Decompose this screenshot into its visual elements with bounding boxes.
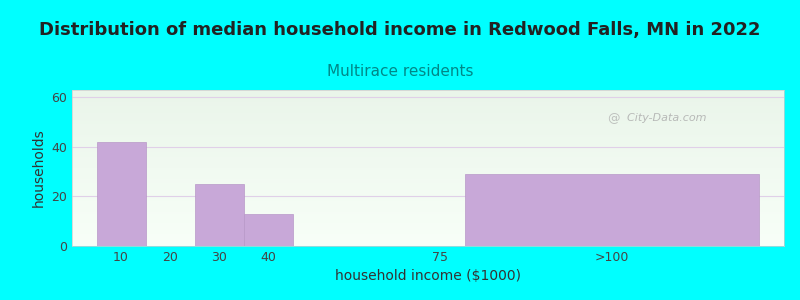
Text: Multirace residents: Multirace residents: [326, 64, 474, 80]
Bar: [194, 184, 244, 246]
Bar: [465, 174, 759, 246]
Text: City-Data.com: City-Data.com: [620, 113, 706, 123]
Bar: [244, 214, 293, 246]
Y-axis label: households: households: [32, 129, 46, 207]
Text: Distribution of median household income in Redwood Falls, MN in 2022: Distribution of median household income …: [39, 21, 761, 39]
Bar: [97, 142, 146, 246]
X-axis label: household income ($1000): household income ($1000): [335, 269, 521, 284]
Text: @: @: [607, 112, 619, 124]
